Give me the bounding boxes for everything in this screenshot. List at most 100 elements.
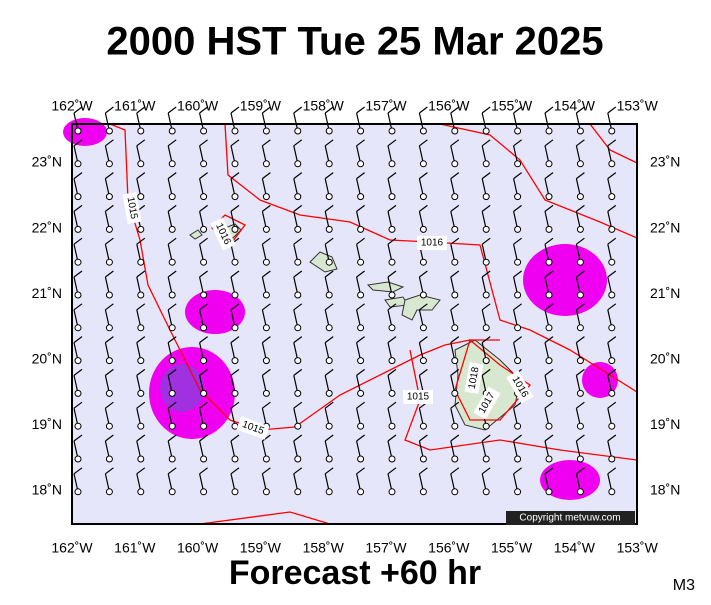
wind-barb <box>230 237 240 266</box>
isobar-label: 1015 <box>125 196 140 220</box>
barb-station <box>137 225 145 233</box>
model-code: M3 <box>673 577 695 594</box>
barb-station <box>262 455 270 463</box>
barb-station <box>294 357 302 365</box>
barb-station <box>294 422 302 430</box>
barb-station <box>325 258 333 266</box>
wind-barb <box>450 434 460 463</box>
wind-barb <box>136 401 146 430</box>
barb-station <box>545 389 553 397</box>
barb-station <box>231 127 239 135</box>
wind-barb <box>607 237 617 266</box>
barb-flag <box>481 204 491 212</box>
barb-flag <box>230 303 240 311</box>
barb-station <box>231 488 239 496</box>
barb-station <box>608 488 616 496</box>
barb-station <box>451 455 459 463</box>
barb-flag <box>324 106 334 114</box>
wind-barb <box>136 172 146 201</box>
barb-flag <box>450 303 460 311</box>
barb-station <box>262 258 270 266</box>
barb-station <box>74 357 82 365</box>
barb-station <box>262 225 270 233</box>
wind-barb <box>230 204 240 233</box>
barb-flag <box>293 204 303 212</box>
wind-barb <box>104 106 114 135</box>
wind-barb <box>73 270 83 299</box>
wind-barb <box>167 204 177 233</box>
wind-barb <box>261 467 271 496</box>
wind-barb <box>167 237 177 266</box>
wind-barb <box>167 401 177 430</box>
barb-station <box>137 455 145 463</box>
barb-station <box>451 357 459 365</box>
wind-barb <box>575 336 585 365</box>
barb-station <box>388 455 396 463</box>
wind-barb <box>199 139 208 168</box>
barb-flag <box>544 467 554 475</box>
barb-flag <box>481 467 491 475</box>
wind-barb <box>293 237 303 266</box>
barb-flag <box>544 368 554 376</box>
barb-station <box>388 291 396 299</box>
lon-label: 162˚W <box>51 98 93 114</box>
barb-station <box>357 389 365 397</box>
barb-station <box>262 160 270 168</box>
barb-flag <box>293 106 303 114</box>
barb-flag <box>513 139 522 147</box>
barb-station <box>576 357 584 365</box>
barb-flag <box>544 139 554 147</box>
wind-barb <box>324 368 334 397</box>
wind-barb <box>73 237 83 266</box>
lat-label: 19˚N <box>32 416 62 432</box>
wind-barb <box>356 106 365 135</box>
wind-barb <box>513 467 522 496</box>
forecast-label: Forecast +60 hr <box>229 554 481 592</box>
barb-station <box>262 127 270 135</box>
wind-barb <box>104 336 114 365</box>
lon-label: 153˚W <box>617 98 659 114</box>
barb-station <box>325 291 333 299</box>
barb-station <box>608 225 616 233</box>
barb-flag <box>324 401 334 409</box>
barb-flag <box>450 204 460 212</box>
wind-barb <box>356 139 365 168</box>
barb-station <box>576 127 584 135</box>
barb-station <box>545 324 553 332</box>
wind-barb <box>513 172 522 201</box>
wind-barb <box>199 106 208 135</box>
barb-station <box>74 193 82 201</box>
barb-flag <box>73 467 83 475</box>
barb-flag <box>73 434 83 442</box>
lat-label: 23˚N <box>32 154 62 170</box>
barb-flag <box>136 303 146 311</box>
barb-flag <box>419 434 428 442</box>
barb-station <box>200 258 208 266</box>
barb-flag <box>607 467 617 475</box>
precip <box>63 118 618 500</box>
wind-barb <box>356 204 365 233</box>
wind-barb <box>73 172 83 201</box>
barb-station <box>74 258 82 266</box>
wind-barb <box>324 139 334 168</box>
barb-station <box>419 324 427 332</box>
wind-barb <box>356 467 365 496</box>
barb-station <box>514 127 522 135</box>
barb-flag <box>450 139 460 147</box>
barb-station <box>451 324 459 332</box>
lon-label: 161˚W <box>114 540 156 556</box>
barb-flag <box>105 172 114 180</box>
wind-barb <box>544 237 554 266</box>
barb-station <box>137 193 145 201</box>
barb-flag <box>450 106 460 114</box>
barb-flag <box>199 434 208 442</box>
wind-barb <box>104 401 114 430</box>
barb-flag <box>105 336 114 344</box>
barb-flag <box>105 368 114 376</box>
wind-barb <box>261 172 271 201</box>
wind-barb <box>261 204 271 233</box>
barb-station <box>545 193 553 201</box>
barb-station <box>608 258 616 266</box>
wind-barb <box>544 303 554 332</box>
barb-flag <box>576 368 585 376</box>
